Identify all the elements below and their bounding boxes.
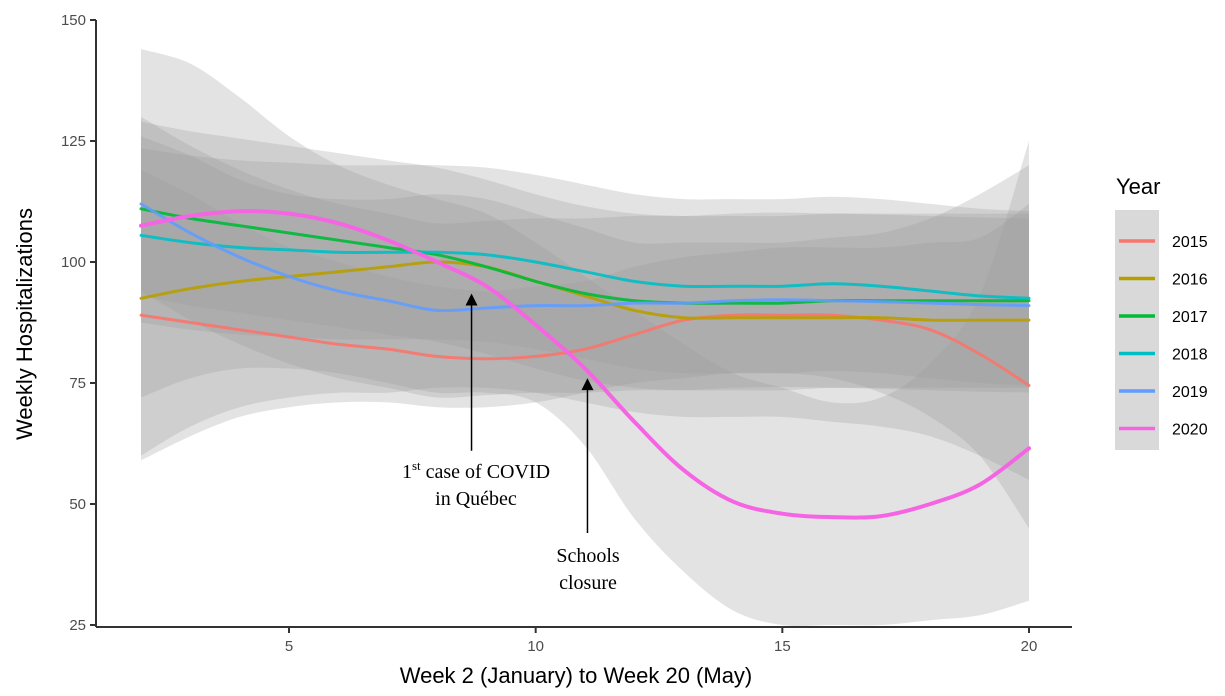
confidence-bands: [141, 49, 1029, 627]
y-tick-label: 50: [69, 496, 86, 513]
y-tick-label: 150: [61, 12, 86, 29]
series-lines: [139, 202, 1031, 520]
band-2020: [141, 49, 1029, 627]
legend-title: Year: [1116, 174, 1160, 199]
series-line-2019: [139, 202, 1031, 313]
series-line-2020: [139, 209, 1031, 520]
axes: 25 50 75 100 125 150 5 10 15 20: [61, 12, 1072, 655]
annotation-covid-line1: 1st case of COVID: [402, 458, 550, 483]
series-line-2018: [139, 233, 1031, 300]
annotation-arrows: [465, 293, 594, 534]
legend-label-2018: 2018: [1172, 347, 1208, 364]
annotation-arrow-head: [581, 378, 594, 391]
band-2018: [141, 148, 1029, 386]
annotation-covid-line2: in Québec: [435, 488, 517, 510]
x-axis-title: Week 2 (January) to Week 20 (May): [400, 663, 753, 688]
legend-label-2015: 2015: [1172, 234, 1208, 251]
y-axis-title: Weekly Hospitalizations: [12, 208, 37, 440]
legend-label-2016: 2016: [1172, 272, 1208, 289]
y-tick-label: 125: [61, 133, 86, 150]
series-line-2015: [139, 313, 1031, 387]
legend-key-background: [1115, 210, 1159, 450]
legend-label-2020: 2020: [1172, 422, 1208, 439]
y-tick-label: 75: [69, 375, 86, 392]
annotation-arrow-head: [465, 293, 478, 306]
band-2017: [141, 121, 1029, 391]
legend-label-2019: 2019: [1172, 384, 1208, 401]
x-tick-label: 15: [774, 638, 791, 655]
annotation-schools-line2: closure: [559, 572, 617, 594]
x-tick-label: 10: [527, 638, 544, 655]
y-tick-label: 100: [61, 254, 86, 271]
y-tick-label: 25: [69, 617, 86, 634]
annotations: 1st case of COVID in Québec Schools clos…: [402, 293, 620, 594]
x-tick-label: 20: [1021, 638, 1038, 655]
band-2016: [141, 136, 1029, 480]
annotation-schools-line1: Schools: [556, 545, 620, 567]
legend-label-2017: 2017: [1172, 309, 1208, 326]
x-tick-label: 5: [285, 638, 293, 655]
legend: Year 2015 2016 2017 2018 2019 2020: [1115, 174, 1208, 450]
band-2019: [141, 116, 1029, 398]
